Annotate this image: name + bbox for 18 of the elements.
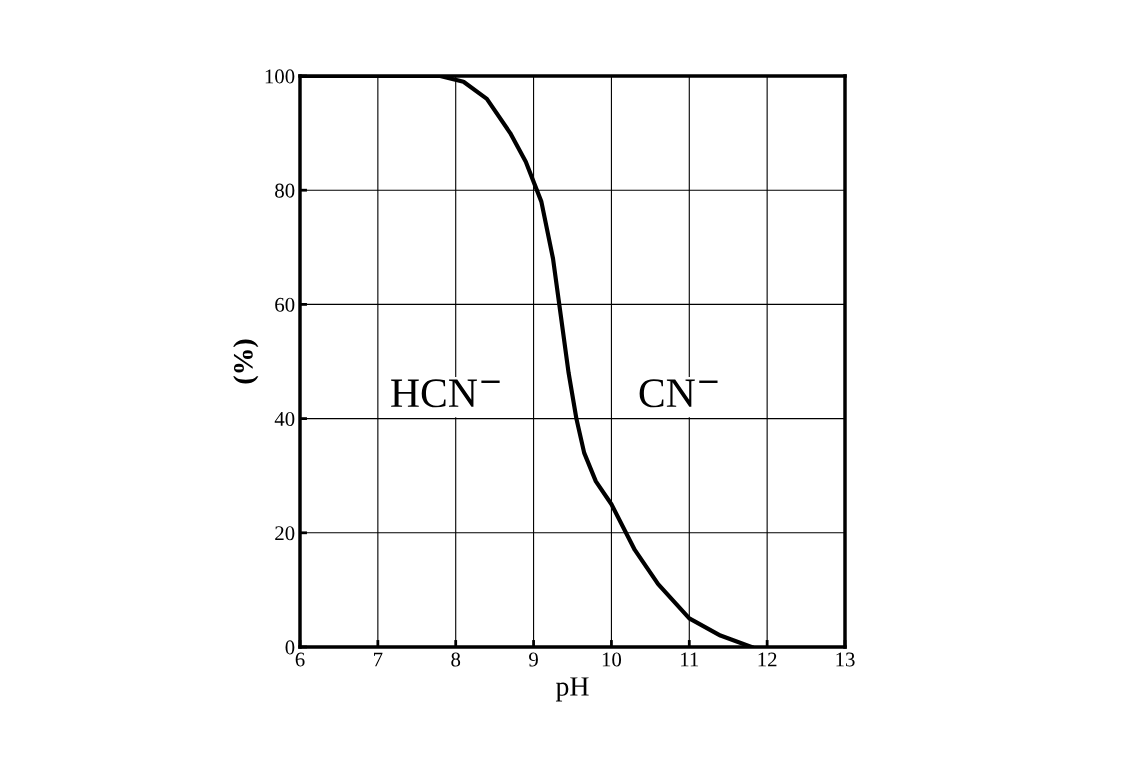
x-tick-label: 8: [451, 652, 461, 667]
x-tick-label: 13: [836, 652, 855, 667]
x-tick-label: 10: [602, 652, 622, 667]
y-tick-label: 80: [275, 183, 295, 198]
y-tick-label: 60: [275, 297, 295, 312]
x-tick-label: 12: [758, 652, 777, 667]
y-axis-title: (%): [233, 339, 259, 384]
y-tick-label: 100: [265, 69, 295, 84]
y-tick-label: 40: [274, 411, 295, 427]
x-tick-label: 11: [681, 652, 699, 667]
y-tick-label: 20: [275, 526, 295, 541]
x-tick-label: 9: [529, 652, 538, 667]
x-tick-label: 6: [295, 652, 305, 667]
annotation: CN$^{−}$: [639, 379, 718, 408]
x-tick-label: 7: [374, 652, 383, 667]
annotation: HCN$^{−}$: [391, 379, 500, 408]
y-tick-label: 0: [285, 640, 295, 655]
x-axis-title: pH: [555, 677, 589, 702]
